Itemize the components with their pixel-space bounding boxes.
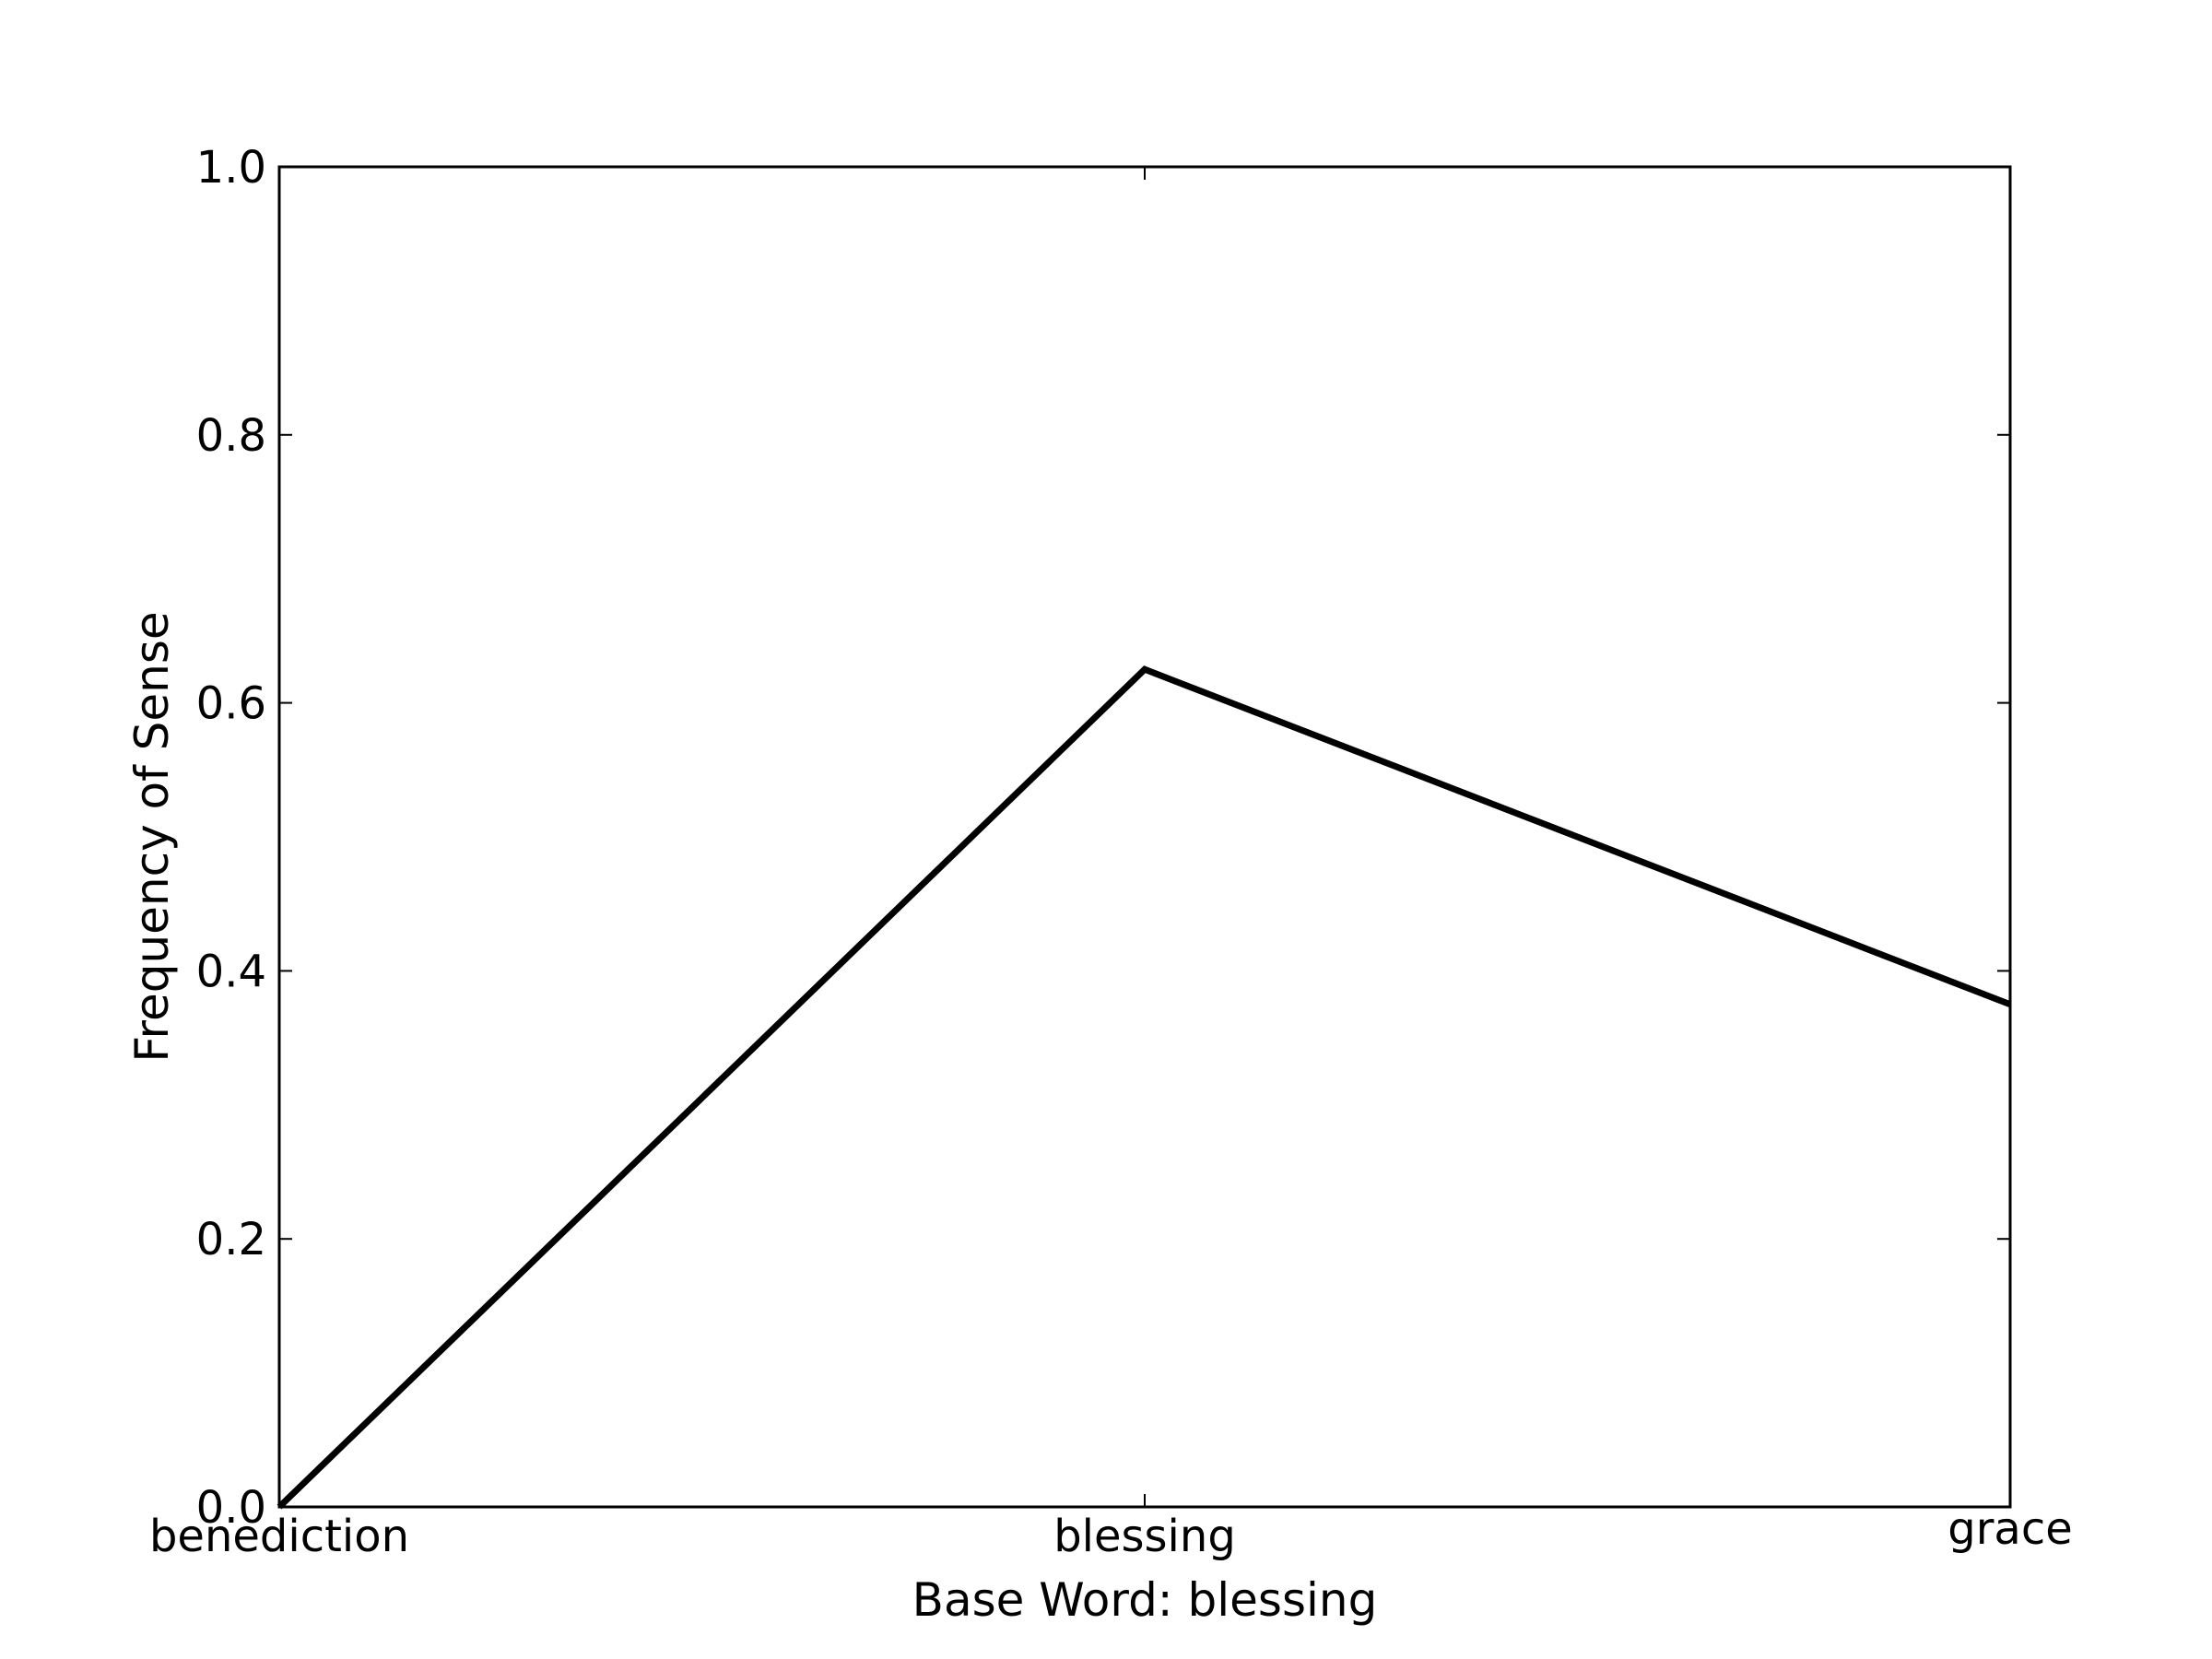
y-tick-label: 0.4 [196,946,266,997]
y-axis-label: Frequency of Sense [125,611,179,1062]
y-tick-label: 0.0 [196,1482,266,1534]
x-axis-label: Base Word: blessing [912,1573,1378,1627]
x-tick-label: grace [1947,1503,2073,1555]
y-tick-label: 0.2 [196,1214,266,1265]
y-tick-label: 1.0 [196,142,266,194]
x-tick-label: blessing [1053,1511,1236,1562]
y-ticks: 0.0 0.2 0.4 0.6 0.8 1.0 [196,142,2010,1534]
x-tick-label: benediction [149,1511,409,1562]
x-ticks: benediction blessing grace [149,167,2073,1562]
y-tick-label: 0.8 [196,410,266,462]
plot-frame [277,165,2012,1509]
y-tick-label: 0.6 [196,678,266,730]
